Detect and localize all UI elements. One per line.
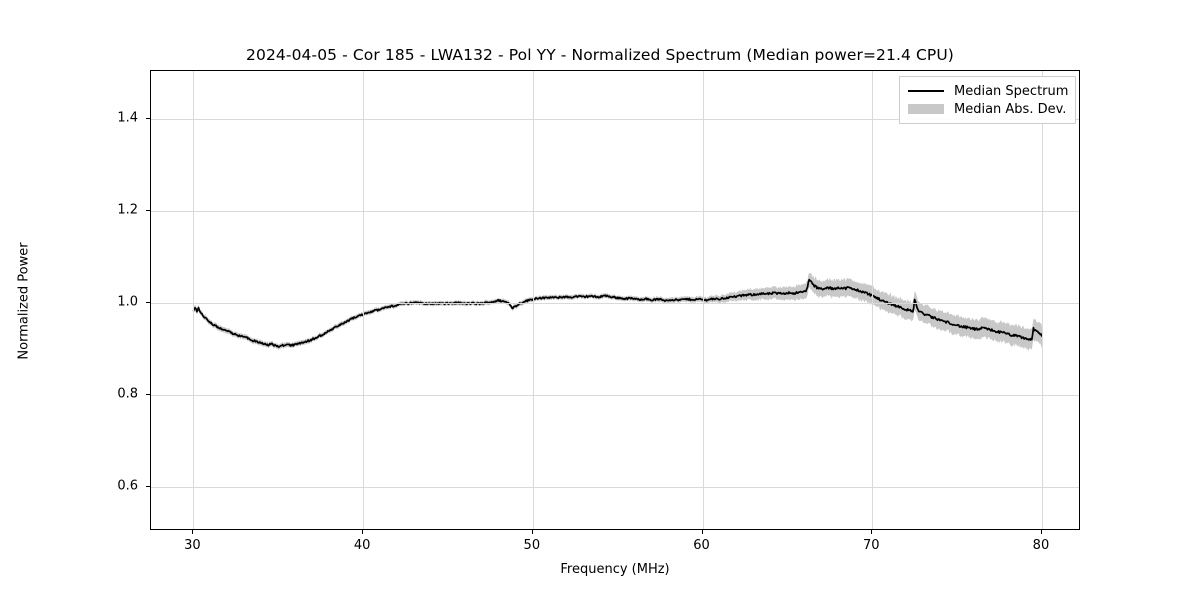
- x-tick-label: 70: [862, 538, 880, 553]
- x-tick-label: 80: [1032, 538, 1050, 553]
- x-tick-mark: [871, 530, 873, 534]
- y-tick-mark: [146, 302, 150, 304]
- median-abs-dev-band: [193, 272, 1042, 352]
- x-tick-label: 40: [353, 538, 371, 553]
- x-tick-label: 60: [693, 538, 710, 553]
- line-swatch-icon: [907, 84, 945, 98]
- x-tick-mark: [531, 530, 533, 534]
- x-tick-label: 50: [523, 538, 541, 553]
- y-tick-mark: [146, 210, 150, 212]
- gridline-vertical: [1041, 71, 1043, 529]
- y-tick-label: 1.4: [117, 110, 138, 126]
- y-tick-mark: [146, 394, 150, 396]
- y-tick-mark: [146, 486, 150, 488]
- legend-item-median-spectrum: Median Spectrum: [907, 82, 1068, 100]
- y-tick-label: 1.2: [117, 202, 138, 218]
- median-spectrum-line: [192, 278, 1043, 348]
- x-tick-mark: [701, 530, 703, 534]
- x-axis-label: Frequency (MHz): [560, 562, 670, 577]
- spectrum-plot: [192, 272, 1043, 352]
- gridline-vertical: [872, 71, 874, 529]
- y-tick-mark: [146, 118, 150, 120]
- gridline-horizontal: [151, 211, 1079, 213]
- gridline-horizontal: [151, 395, 1079, 397]
- x-tick-mark: [362, 530, 364, 534]
- gridline-horizontal: [151, 303, 1079, 305]
- gridline-horizontal: [151, 119, 1079, 121]
- page-title: 2024-04-05 - Cor 185 - LWA132 - Pol YY -…: [246, 46, 954, 64]
- y-tick-label: 1.0: [117, 294, 138, 310]
- gridline-vertical: [532, 71, 534, 529]
- y-tick-label: 0.6: [117, 478, 138, 494]
- plot-area: [150, 70, 1080, 530]
- legend: Median Spectrum Median Abs. Dev.: [899, 76, 1077, 124]
- legend-label-median-spectrum: Median Spectrum: [954, 83, 1069, 99]
- gridline-vertical: [363, 71, 365, 529]
- y-axis-label: Normalized Power: [16, 242, 32, 360]
- legend-label-median-abs-dev: Median Abs. Dev.: [954, 101, 1067, 117]
- x-tick-label: 30: [184, 538, 201, 553]
- legend-item-median-abs-dev: Median Abs. Dev.: [907, 100, 1068, 118]
- band-swatch-icon: [907, 102, 945, 116]
- y-tick-label: 0.8: [117, 386, 138, 402]
- gridline-horizontal: [151, 487, 1079, 489]
- gridline-vertical: [193, 71, 195, 529]
- x-tick-mark: [1040, 530, 1042, 534]
- gridline-vertical: [702, 71, 704, 529]
- x-tick-mark: [192, 530, 194, 534]
